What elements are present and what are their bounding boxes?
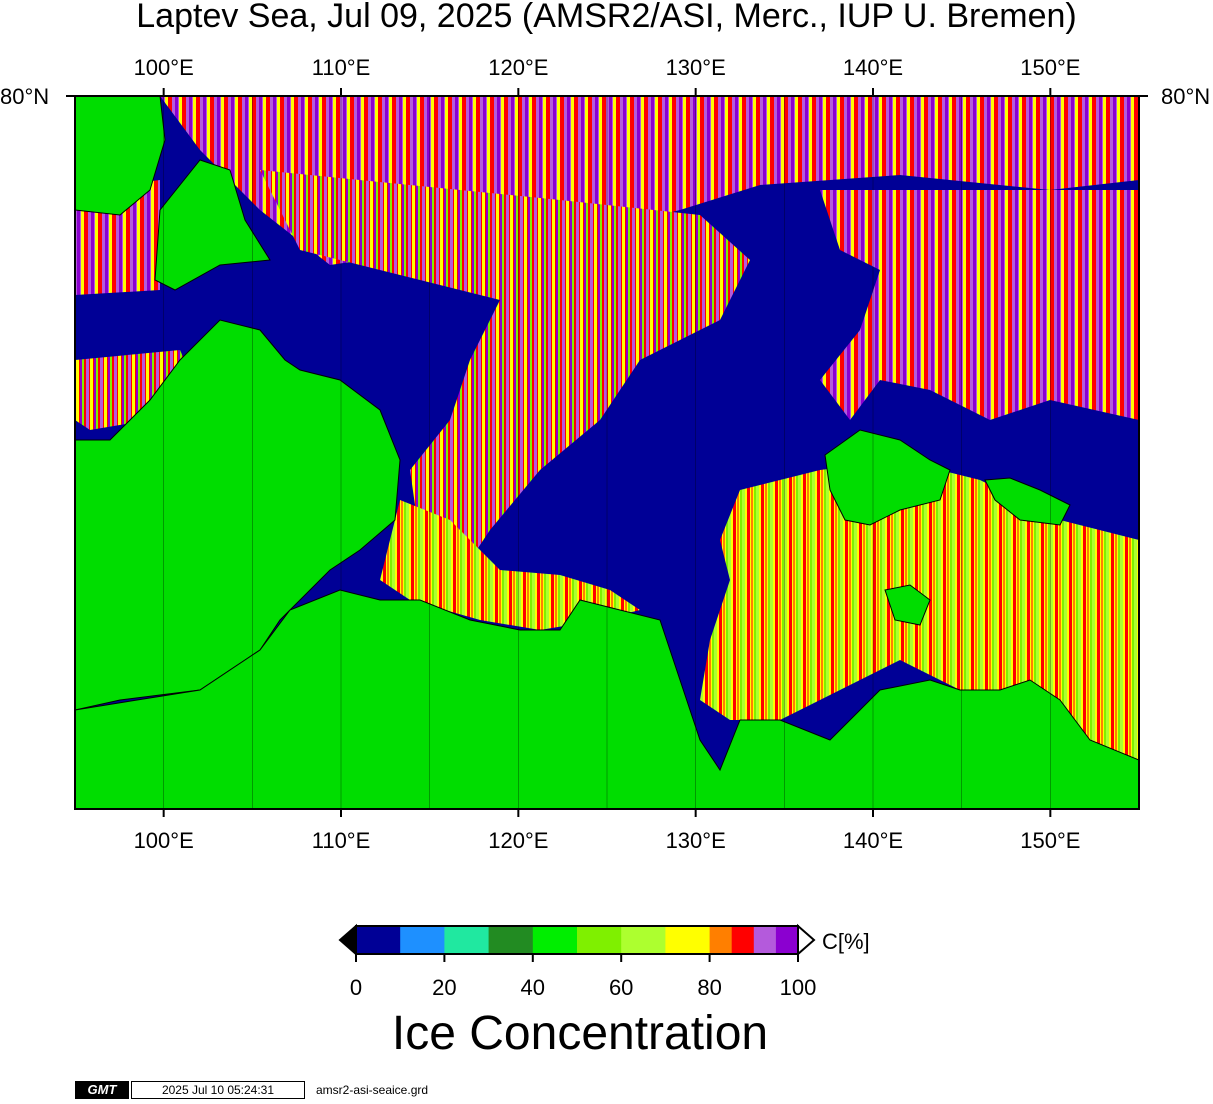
colorbar-bin <box>577 926 622 954</box>
lon-label-bottom: 150°E <box>1020 828 1081 853</box>
colorbar-tick-label: 80 <box>697 975 722 1000</box>
lat-label-left: 80°N <box>0 84 50 109</box>
colorbar-bin <box>400 926 445 954</box>
land-small-island <box>884 584 931 626</box>
lon-label-bottom: 140°E <box>842 828 904 853</box>
lon-label-top: 110°E <box>311 55 371 80</box>
ice-central-tongue <box>260 170 750 560</box>
map-title: Laptev Sea, Jul 09, 2025 (AMSR2/ASI, Mer… <box>136 0 1077 35</box>
lat-label-right: 80°N <box>1161 84 1211 109</box>
colorbar-under-triangle <box>338 923 357 957</box>
colorbar-tick-label: 60 <box>608 975 634 1000</box>
colorbar-bin <box>532 926 578 954</box>
land-new-siberia-east <box>984 477 1071 526</box>
gmt-logo: GMT <box>75 1081 129 1099</box>
land-kotelny-island <box>824 429 951 526</box>
lon-label-top: 150°E <box>1020 55 1081 80</box>
grid-file-name: amsr2-asi-seaice.grd <box>316 1083 429 1097</box>
lon-label-bottom: 100°E <box>133 828 194 853</box>
colorbar <box>338 923 816 962</box>
map-border <box>74 95 1140 810</box>
colorbar-over-triangle <box>797 923 816 957</box>
colorbar-title: Ice Concentration <box>391 1007 769 1060</box>
colorbar-bin <box>444 926 490 954</box>
lon-label-bottom: 120°E <box>488 828 549 853</box>
ice-south-coastal <box>380 500 640 630</box>
lon-label-top: 120°E <box>488 55 549 80</box>
colorbar-bin <box>709 926 733 954</box>
colorbar-bin <box>488 926 534 954</box>
lon-label-bottom: 110°E <box>311 828 371 853</box>
lon-label-top: 130°E <box>665 55 726 80</box>
land-severnaya-zemlya <box>75 96 166 216</box>
longitude-ticks <box>162 88 1052 817</box>
lon-label-top: 140°E <box>842 55 904 80</box>
colorbar-bin <box>753 926 777 954</box>
colorbar-tick-label: 100 <box>779 975 817 1000</box>
colorbar-tick-label: 20 <box>432 975 457 1000</box>
colorbar-unit: C[%] <box>822 929 870 954</box>
colorbar-bin <box>621 926 666 954</box>
timestamp: 2025 Jul 10 05:24:31 <box>131 1081 305 1099</box>
land-bolshevik-island <box>154 159 271 291</box>
lon-label-bottom: 130°E <box>665 828 726 853</box>
meridian-grid <box>163 96 1051 809</box>
colorbar-bin <box>356 926 401 954</box>
ice-eastern-field <box>820 190 1139 420</box>
colorbar-bin <box>775 926 799 954</box>
colorbar-bin <box>731 926 755 954</box>
colorbar-bin <box>665 926 711 954</box>
colorbar-tick-label: 40 <box>520 975 546 1000</box>
colorbar-tick-label: 0 <box>349 975 363 1000</box>
lon-label-top: 100°E <box>133 55 194 80</box>
